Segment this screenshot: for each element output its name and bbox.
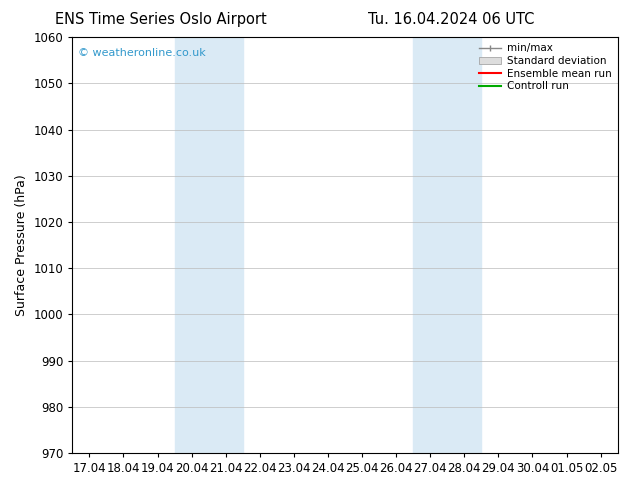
- Bar: [174, 37, 243, 453]
- Text: © weatheronline.co.uk: © weatheronline.co.uk: [78, 48, 205, 57]
- Text: Tu. 16.04.2024 06 UTC: Tu. 16.04.2024 06 UTC: [368, 12, 534, 27]
- Bar: [413, 37, 481, 453]
- Y-axis label: Surface Pressure (hPa): Surface Pressure (hPa): [15, 174, 28, 316]
- Text: ENS Time Series Oslo Airport: ENS Time Series Oslo Airport: [55, 12, 266, 27]
- Legend: min/max, Standard deviation, Ensemble mean run, Controll run: min/max, Standard deviation, Ensemble me…: [474, 39, 616, 96]
